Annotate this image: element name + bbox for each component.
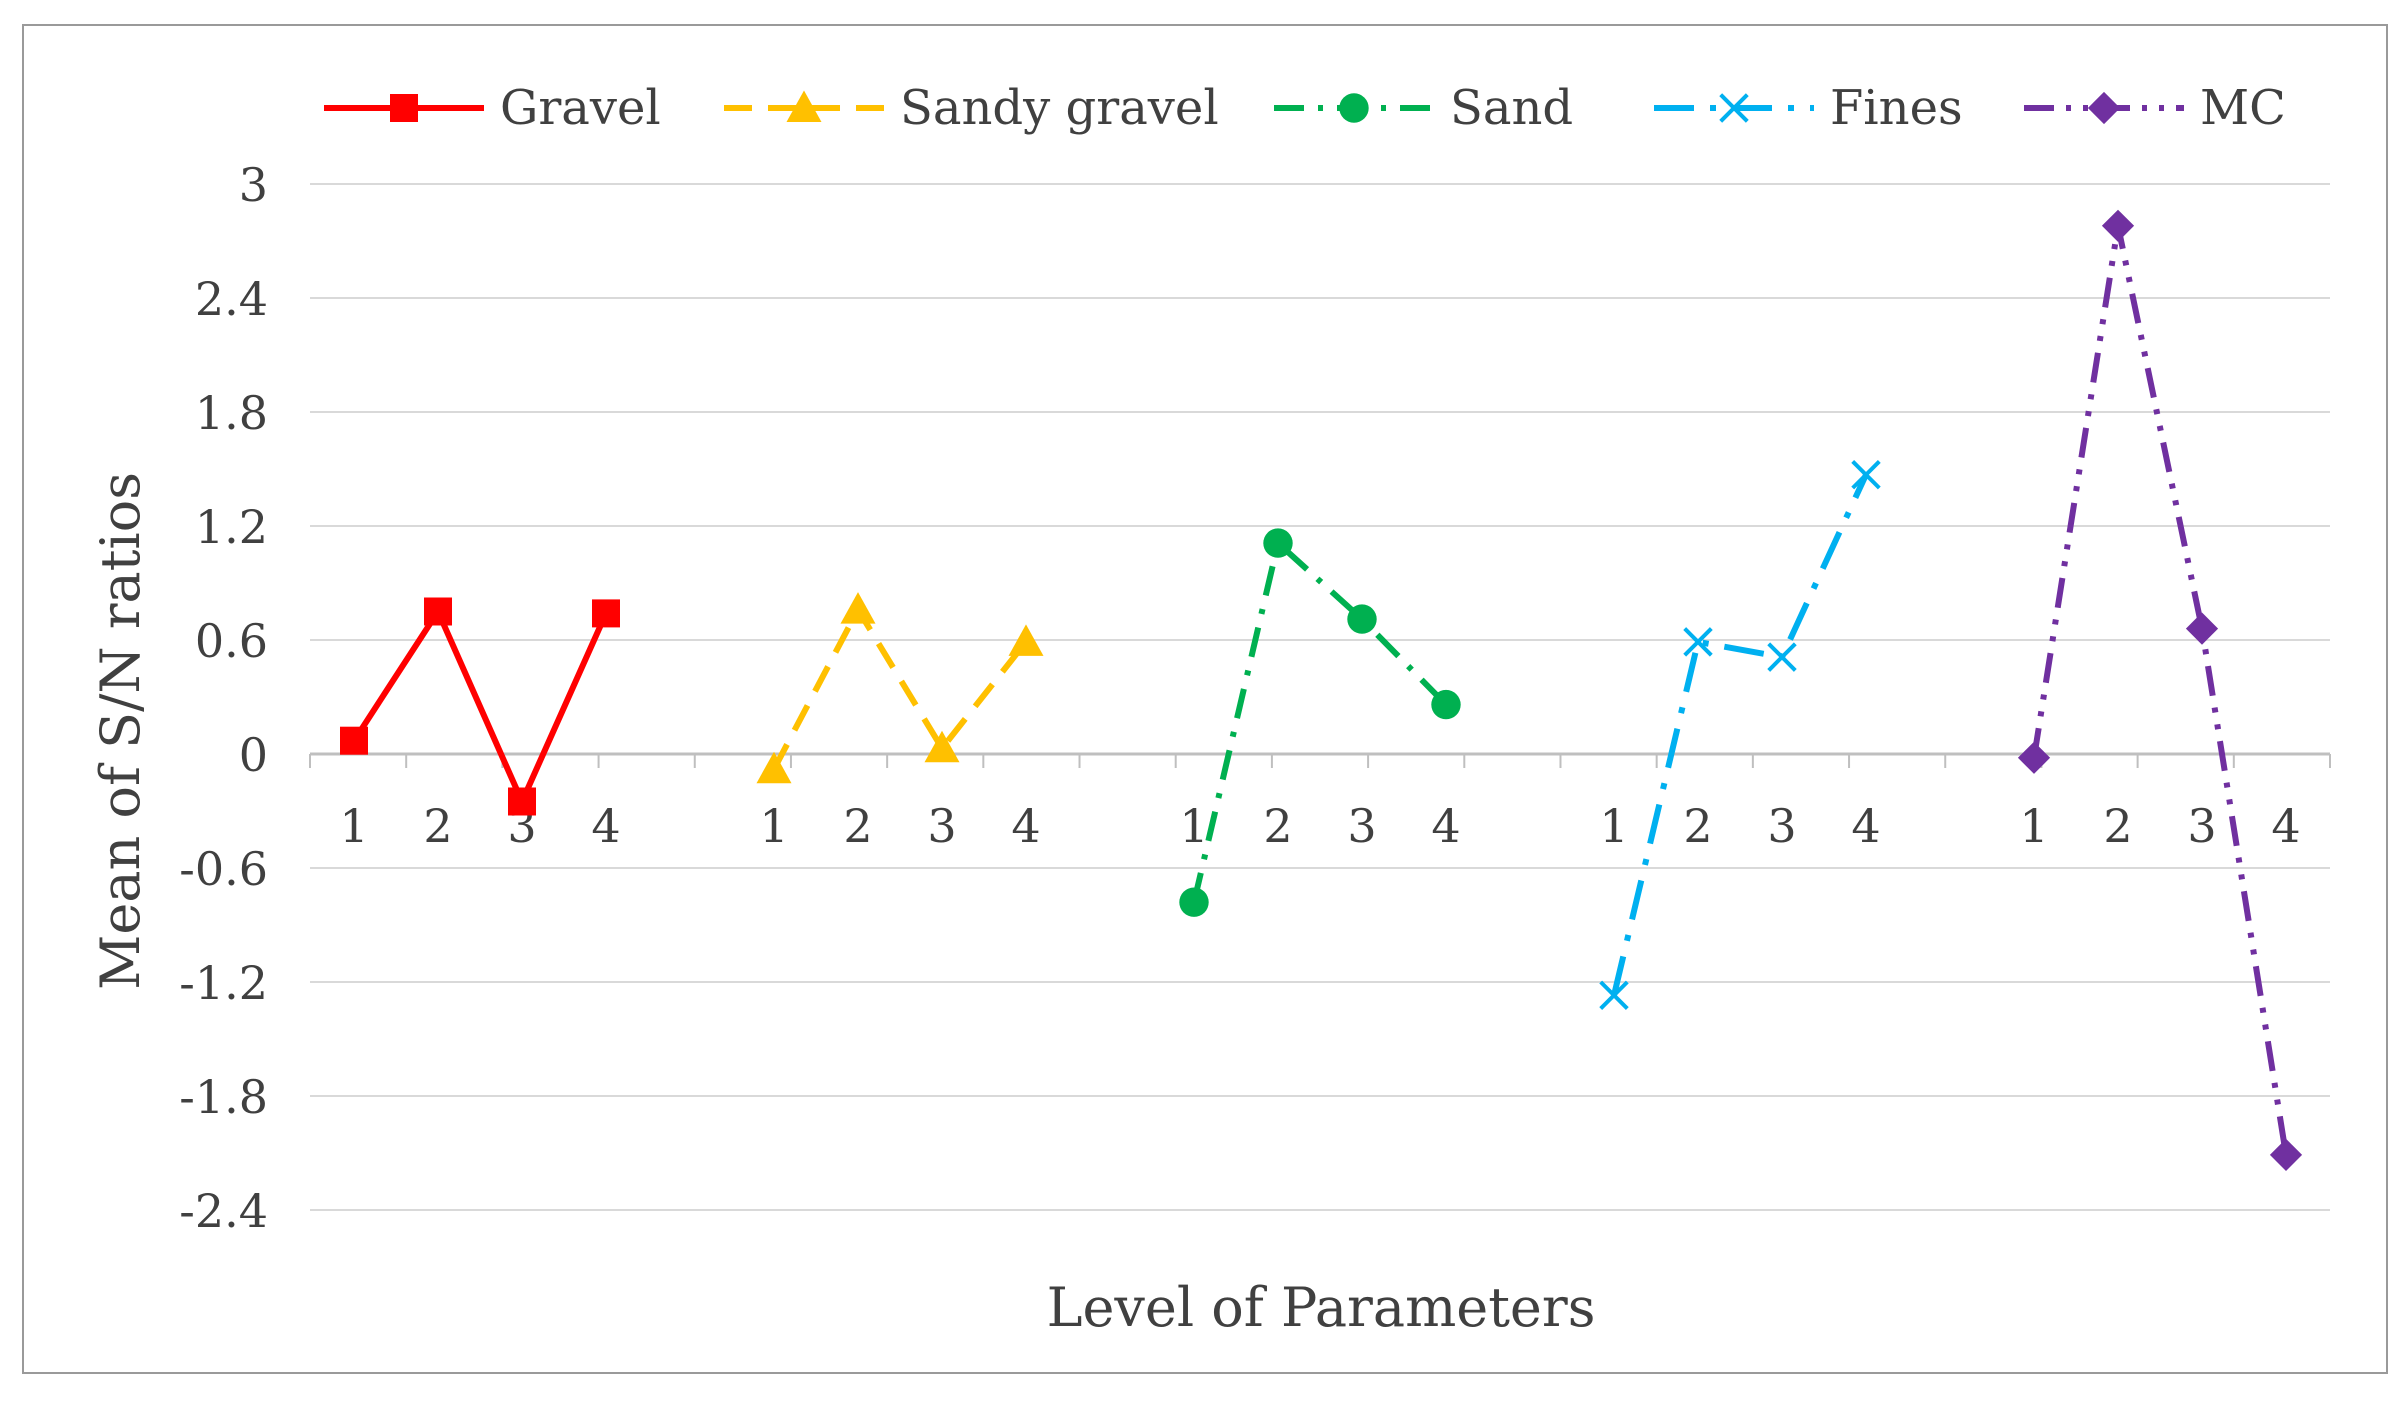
y-tick-label: 0.6 [195, 614, 268, 668]
data-point-marker [1767, 642, 1797, 672]
series-sandy-gravel [756, 592, 1044, 784]
data-point-marker [1599, 980, 1629, 1011]
y-tick-label: 2.4 [195, 272, 268, 326]
legend-label: Sand [1450, 80, 1573, 136]
data-point-marker [2269, 1138, 2303, 1171]
x-level-label: 4 [591, 799, 620, 853]
x-level-label: 4 [1431, 799, 1460, 853]
y-tick-label: -1.2 [179, 956, 268, 1010]
legend-label: MC [2200, 80, 2286, 136]
y-tick-label: 1.8 [195, 386, 268, 440]
y-axis-ticks: 3 2.4 1.8 1.2 0.6 0 -0.6 -1.2 -1.8 -2.4 [179, 158, 268, 1238]
x-level-label: 3 [1347, 799, 1376, 853]
x-level-label: 2 [1683, 799, 1712, 853]
gridlines [310, 183, 2330, 1211]
x-level-label: 4 [1011, 799, 1040, 853]
y-tick-label: 3 [239, 158, 268, 212]
x-level-label: 3 [2187, 799, 2216, 853]
x-marker-stroke [1599, 980, 1629, 1011]
x-level-label: 4 [2271, 799, 2300, 853]
series-line [771, 606, 1029, 771]
data-point-marker [924, 730, 960, 763]
data-point-marker [1008, 624, 1044, 656]
data-point-marker [1851, 459, 1881, 490]
line-chart: 3 2.4 1.8 1.2 0.6 0 -0.6 -1.2 -1.8 -2.4 1 2 3 4 1 2 3 4 1… [89, 80, 2331, 1339]
x-level-label: 1 [339, 799, 368, 853]
x-axis-title: Level of Parameters [1047, 1276, 1596, 1339]
x-marker-stroke [1767, 642, 1797, 672]
x-level-label: 2 [423, 799, 452, 853]
series-gravel [340, 597, 620, 816]
x-level-label: 1 [1179, 799, 1208, 853]
legend-label: Gravel [500, 80, 661, 136]
x-level-label: 3 [927, 799, 956, 853]
series-line [2031, 222, 2289, 1156]
legend-entry: MC [2024, 80, 2286, 136]
x-level-label: 1 [1599, 799, 1628, 853]
data-point-marker [1263, 528, 1293, 558]
legend-marker [786, 90, 822, 122]
data-point-marker [340, 726, 368, 755]
legend-entry: Sand [1274, 80, 1573, 136]
data-point-marker [1683, 627, 1713, 657]
series-lines [340, 209, 2303, 1171]
data-point-marker [1179, 887, 1209, 917]
data-point-marker [2101, 209, 2135, 242]
x-level-label: 1 [759, 799, 788, 853]
data-point-marker [2017, 741, 2051, 774]
legend-marker [1339, 93, 1369, 123]
y-tick-label: -1.8 [179, 1070, 268, 1124]
y-tick-label: -2.4 [179, 1184, 268, 1238]
series-sand [1179, 528, 1461, 917]
data-point-marker [1347, 604, 1377, 634]
x-level-label: 3 [1767, 799, 1796, 853]
x-marker-stroke [1683, 627, 1713, 657]
x-level-label: 1 [2019, 799, 2048, 853]
legend-marker [2087, 91, 2121, 125]
x-marker-stroke [1719, 93, 1749, 123]
data-point-marker [508, 787, 536, 816]
y-axis-title: Mean of S/N ratios [89, 472, 152, 990]
legend-label: Sandy gravel [900, 80, 1219, 136]
chart-frame: 3 2.4 1.8 1.2 0.6 0 -0.6 -1.2 -1.8 -2.4 1 2 3 4 1 2 3 4 1… [22, 24, 2388, 1374]
data-point-marker [840, 592, 876, 624]
series-fines [1599, 459, 1881, 1011]
data-point-marker [592, 599, 620, 628]
legend-marker [390, 94, 418, 122]
data-point-marker [1431, 689, 1461, 720]
x-level-label: 2 [2103, 799, 2132, 853]
series-line [1611, 473, 1869, 996]
x-level-label: 4 [1851, 799, 1880, 853]
x-level-label: 2 [1263, 799, 1292, 853]
data-point-marker [424, 597, 452, 626]
legend: Gravel Sandy gravel Sand Fines MC [324, 80, 2286, 136]
y-tick-label: 1.2 [195, 500, 268, 554]
series-line [1191, 540, 1449, 903]
y-tick-label: 0 [239, 728, 268, 782]
x-level-label: 2 [843, 799, 872, 853]
legend-entry: Sandy gravel [724, 80, 1219, 136]
x-marker-stroke [1851, 459, 1881, 490]
series-mc [2017, 209, 2303, 1171]
legend-entry: Gravel [324, 80, 661, 136]
legend-entry: Fines [1654, 80, 1963, 136]
y-tick-label: -0.6 [179, 842, 268, 896]
data-point-marker [2185, 612, 2219, 645]
legend-marker [1719, 93, 1749, 123]
legend-label: Fines [1830, 80, 1963, 136]
series-line [351, 608, 609, 805]
data-point-marker [756, 751, 792, 784]
